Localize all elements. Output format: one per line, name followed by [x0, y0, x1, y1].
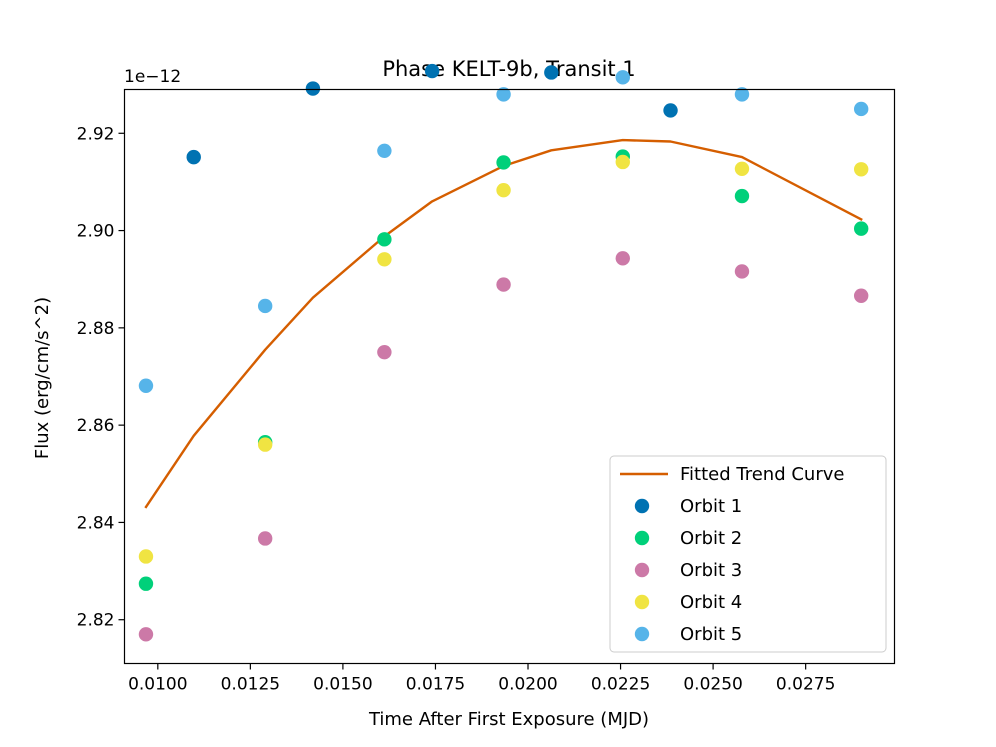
legend-label-orbit-3: Orbit 3	[680, 560, 742, 581]
data-point	[305, 81, 321, 96]
y-axis-label: Flux (erg/cm/s^2)	[32, 297, 53, 459]
data-point	[496, 277, 511, 292]
data-point	[853, 221, 869, 236]
data-point	[138, 576, 154, 591]
legend-swatch-orbit-4	[634, 594, 650, 610]
trend-layer	[144, 138, 863, 509]
x-tick-label: 0.0250	[683, 675, 742, 695]
ticks-layer: 0.0100 0.0125 0.0150 0.0175 0.0200 0.0225 0.02…	[77, 124, 836, 694]
data-point	[496, 87, 511, 102]
data-point	[424, 63, 440, 79]
x-tick-label: 0.0200	[498, 675, 557, 695]
legend-swatch-orbit-3	[634, 562, 650, 578]
points-layer	[138, 63, 869, 642]
data-point	[377, 252, 392, 267]
y-tick-label: 2.84	[77, 513, 115, 533]
data-point	[615, 154, 630, 170]
data-point	[138, 378, 154, 393]
series-orbit-5	[138, 70, 869, 393]
x-tick-label: 0.0125	[221, 675, 280, 695]
plot-area	[138, 63, 869, 642]
data-point	[257, 531, 273, 546]
y-tick-label: 2.82	[77, 611, 115, 631]
data-point	[734, 161, 750, 176]
x-tick-label: 0.0275	[776, 675, 835, 695]
legend-label-orbit-2: Orbit 2	[680, 528, 742, 549]
legend-box	[609, 455, 887, 653]
data-point	[377, 232, 392, 247]
series-orbit-4	[138, 154, 869, 564]
data-point	[138, 549, 154, 564]
legend-label-orbit-1: Orbit 1	[680, 496, 742, 517]
legend-label-orbit-5: Orbit 5	[680, 624, 742, 645]
y-tick-label: 2.88	[77, 319, 115, 339]
chart-title: Phase KELT-9b, Transit 1	[382, 57, 635, 81]
x-tick-label: 0.0175	[406, 675, 465, 695]
data-point	[496, 155, 511, 170]
y-offset-label: 1e−12	[124, 67, 181, 87]
x-tick-label: 0.0100	[128, 675, 187, 695]
data-point	[615, 70, 630, 85]
data-point	[257, 437, 273, 452]
x-axis-label: Time After First Exposure (MJD)	[368, 709, 649, 730]
data-point	[377, 344, 392, 360]
x-tick-label: 0.0225	[591, 675, 650, 695]
data-point	[544, 65, 559, 80]
data-point	[138, 627, 154, 642]
data-point	[734, 87, 750, 102]
trend-line	[144, 138, 863, 509]
data-point	[377, 143, 392, 158]
legend-items: Fitted Trend Curve Orbit 1 Orbit 2 Orbit 3 O…	[620, 464, 844, 645]
legend-label-orbit-4: Orbit 4	[680, 592, 742, 613]
legend-swatch-orbit-5	[634, 626, 650, 642]
x-tick-label: 0.0150	[313, 675, 372, 695]
y-tick-label: 2.86	[77, 416, 115, 436]
data-point	[853, 288, 869, 303]
y-tick-label: 2.92	[77, 124, 115, 144]
data-point	[186, 149, 201, 165]
data-point	[734, 188, 750, 204]
legend-swatch-orbit-1	[634, 498, 650, 514]
data-point	[257, 298, 273, 314]
legend-label-trend: Fitted Trend Curve	[680, 464, 844, 485]
series-orbit-1	[186, 63, 678, 165]
legend: Fitted Trend Curve Orbit 1 Orbit 2 Orbit 3 O…	[609, 455, 887, 653]
legend-swatch-orbit-2	[634, 530, 650, 546]
data-point	[615, 251, 630, 266]
data-point	[496, 182, 511, 198]
data-point	[734, 264, 750, 279]
data-point	[663, 103, 678, 118]
y-tick-label: 2.90	[77, 222, 115, 242]
data-point	[853, 162, 869, 177]
plot-frame	[123, 88, 896, 665]
data-point	[853, 101, 869, 117]
series-orbit-3	[138, 251, 869, 642]
